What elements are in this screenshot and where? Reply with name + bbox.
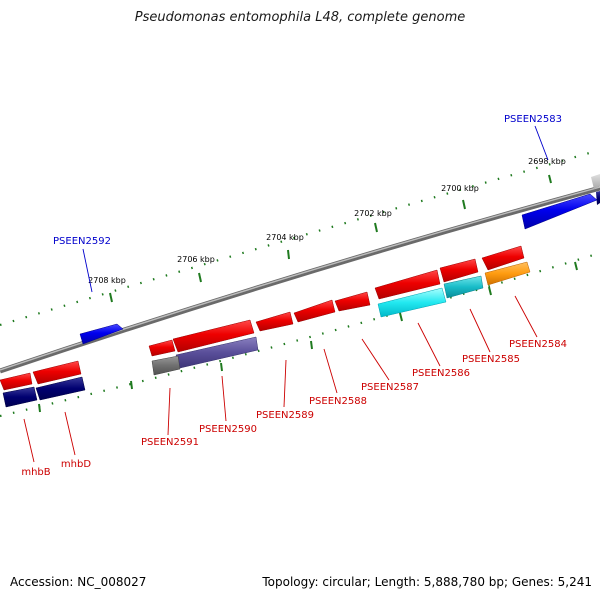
accession-text: Accession: NC_008027 [10,575,147,589]
domain-box-navy [2,386,38,408]
label-leaders [23,125,549,463]
gene-label[interactable]: PSEEN2584 [509,339,567,350]
gene-arrow-edge-gray [591,174,600,189]
major-tick [220,362,223,372]
ruler-labels: 2698 kbp 2700 kbp 2702 kbp 2704 kbp 2706… [88,157,566,285]
gene-arrow-psee2584[interactable] [481,245,525,271]
major-tick [310,340,313,350]
map-title: Pseudomonas entomophila L48, complete ge… [134,10,466,25]
gene-arrow-mhbb[interactable] [0,372,33,391]
major-tick [462,199,466,210]
gene-arrow-psee2585[interactable] [439,258,479,283]
gene-arrow-psee2590[interactable] [172,319,255,353]
gene-label[interactable]: PSEEN2590 [199,424,257,435]
gene-label[interactable]: PSEEN2589 [256,410,314,421]
tick-label: 2702 kbp [354,209,392,218]
gene-label[interactable]: PSEEN2583 [504,114,562,125]
major-tick [574,261,578,271]
gene-arrow-psee2592[interactable] [79,323,124,345]
tick-label: 2698 kbp [528,157,566,166]
ruler-outer [0,148,600,327]
major-tick [287,249,290,260]
domain-box-navy [35,376,86,401]
gene-arrow-psee2589[interactable] [255,311,294,332]
gene-labels: PSEEN2583 PSEEN2592 PSEEN2584 PSEEN2585 … [21,114,567,478]
gene-label[interactable]: PSEEN2585 [462,354,520,365]
genome-info-text: Topology: circular; Length: 5,888,780 bp… [262,575,592,589]
domain-box-cyan [377,287,447,318]
gene-label[interactable]: mhbD [61,459,91,470]
gene-label[interactable]: PSEEN2587 [361,382,419,393]
gene-arrow-mhbd[interactable] [32,360,82,385]
domain-box-orange [484,261,531,286]
gene-arrow-edge[interactable] [596,191,600,205]
gene-arrow-psee2586[interactable] [374,269,441,300]
gene-label[interactable]: PSEEN2591 [141,437,199,448]
major-tick [488,286,492,296]
major-tick [109,292,113,303]
tick-label: 2704 kbp [266,233,304,242]
major-tick [548,174,552,184]
major-tick [399,312,403,322]
gene-label[interactable]: PSEEN2586 [412,368,470,379]
gene-label[interactable]: PSEEN2588 [309,396,367,407]
tick-label: 2708 kbp [88,276,126,285]
gene-label[interactable]: PSEEN2592 [53,236,111,247]
major-tick [130,380,133,390]
major-tick [198,272,202,283]
ruler-inner [0,251,600,418]
tick-label: 2700 kbp [441,184,479,193]
reverse-genes [0,245,531,408]
gene-label[interactable]: mhbB [21,467,50,478]
gene-arrow-psee2588[interactable] [293,299,336,323]
domain-box-teal [443,275,484,299]
major-tick [38,403,41,413]
major-tick [374,222,378,233]
domain-box-gray [151,355,181,376]
tick-label: 2706 kbp [177,255,215,264]
gene-arrow-psee2591[interactable] [148,339,176,357]
forward-genes [79,174,600,345]
gene-arrow-psee2587[interactable] [334,291,371,312]
